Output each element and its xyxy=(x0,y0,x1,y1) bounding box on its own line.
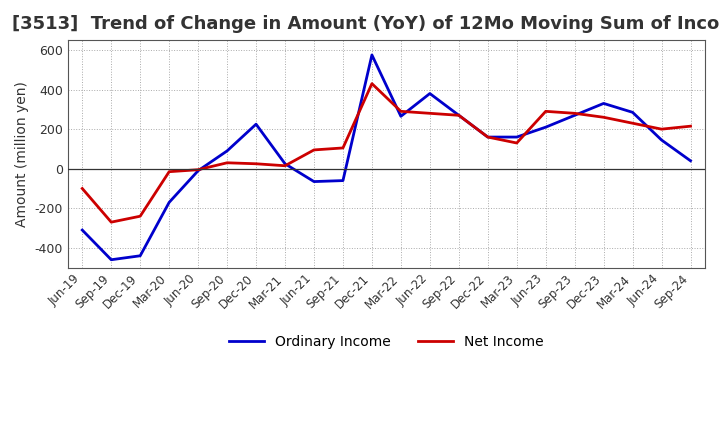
Net Income xyxy=(426,111,434,116)
Net Income xyxy=(570,111,579,116)
Net Income xyxy=(338,145,347,150)
Net Income xyxy=(513,140,521,146)
Ordinary Income xyxy=(541,125,550,130)
Ordinary Income xyxy=(165,200,174,205)
Net Income xyxy=(397,109,405,114)
Net Income xyxy=(252,161,261,166)
Ordinary Income xyxy=(599,101,608,106)
Ordinary Income xyxy=(397,114,405,119)
Net Income xyxy=(686,124,695,129)
Y-axis label: Amount (million yen): Amount (million yen) xyxy=(15,81,29,227)
Ordinary Income xyxy=(136,253,145,258)
Ordinary Income xyxy=(629,110,637,115)
Ordinary Income xyxy=(310,179,318,184)
Net Income xyxy=(107,220,115,225)
Line: Ordinary Income: Ordinary Income xyxy=(82,55,690,260)
Net Income xyxy=(368,81,377,86)
Ordinary Income xyxy=(194,168,202,173)
Ordinary Income xyxy=(483,135,492,140)
Net Income xyxy=(454,113,463,118)
Ordinary Income xyxy=(454,113,463,118)
Ordinary Income xyxy=(657,137,666,143)
Net Income xyxy=(281,163,289,169)
Net Income xyxy=(629,121,637,126)
Title: [3513]  Trend of Change in Amount (YoY) of 12Mo Moving Sum of Incomes: [3513] Trend of Change in Amount (YoY) o… xyxy=(12,15,720,33)
Net Income xyxy=(194,167,202,172)
Ordinary Income xyxy=(426,91,434,96)
Ordinary Income xyxy=(570,113,579,118)
Net Income xyxy=(541,109,550,114)
Ordinary Income xyxy=(222,148,231,154)
Line: Net Income: Net Income xyxy=(82,84,690,222)
Ordinary Income xyxy=(78,227,86,233)
Legend: Ordinary Income, Net Income: Ordinary Income, Net Income xyxy=(222,328,551,356)
Ordinary Income xyxy=(513,135,521,140)
Net Income xyxy=(165,169,174,174)
Net Income xyxy=(599,115,608,120)
Net Income xyxy=(136,213,145,219)
Net Income xyxy=(657,127,666,132)
Net Income xyxy=(78,186,86,191)
Ordinary Income xyxy=(252,121,261,127)
Ordinary Income xyxy=(281,161,289,166)
Ordinary Income xyxy=(686,158,695,163)
Net Income xyxy=(222,160,231,165)
Ordinary Income xyxy=(368,52,377,58)
Net Income xyxy=(310,147,318,153)
Net Income xyxy=(483,135,492,140)
Ordinary Income xyxy=(107,257,115,262)
Ordinary Income xyxy=(338,178,347,183)
